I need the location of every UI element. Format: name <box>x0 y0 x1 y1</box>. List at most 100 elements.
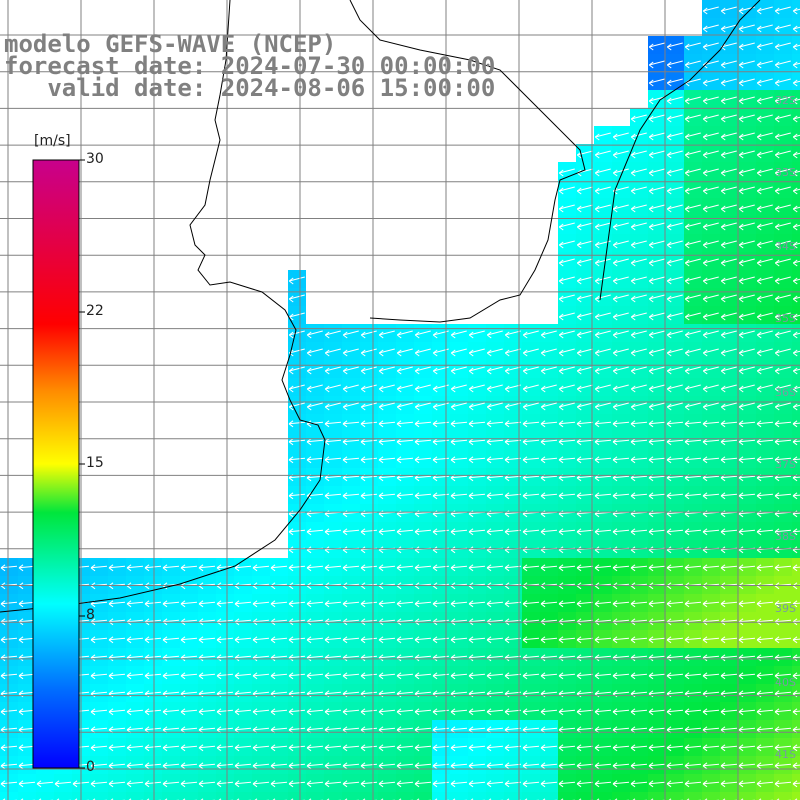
wind-arrow <box>684 438 702 446</box>
wind-arrow <box>342 402 359 411</box>
wind-arrow <box>684 330 701 339</box>
wind-speed-cell <box>684 792 702 800</box>
wind-arrow <box>486 438 504 446</box>
wind-speed-cell <box>288 792 306 800</box>
wind-arrow <box>144 744 162 752</box>
wind-arrow <box>252 708 270 716</box>
wind-arrow <box>756 438 774 446</box>
wind-arrow <box>612 744 630 752</box>
wind-arrow <box>540 420 558 428</box>
wind-arrow <box>324 456 342 464</box>
wind-arrow <box>126 762 144 770</box>
wind-arrow <box>306 456 324 464</box>
wind-arrow <box>342 330 359 339</box>
wind-arrow <box>792 313 800 321</box>
wind-arrow <box>306 564 324 572</box>
wind-arrow <box>180 636 198 644</box>
wind-arrow <box>558 276 575 285</box>
wind-arrow <box>612 600 630 608</box>
wind-arrow <box>612 312 629 321</box>
wind-arrow <box>774 600 792 608</box>
wind-arrow <box>792 25 800 33</box>
wind-arrow <box>792 151 800 159</box>
wind-arrow <box>576 636 594 644</box>
wind-arrow <box>648 780 666 788</box>
wind-arrow <box>758 798 773 800</box>
wind-arrow <box>450 636 468 644</box>
wind-arrow <box>396 636 414 644</box>
wind-arrow <box>198 708 216 716</box>
wind-arrow <box>324 636 342 644</box>
wind-arrow <box>540 384 557 393</box>
wind-arrow <box>630 240 647 249</box>
wind-arrow <box>594 384 611 393</box>
wind-arrow <box>648 348 665 357</box>
wind-arrow <box>0 708 18 716</box>
wind-speed-cell <box>666 792 684 800</box>
wind-arrow <box>558 330 575 339</box>
wind-arrow <box>774 456 792 464</box>
wind-arrow <box>558 528 576 536</box>
wind-arrow <box>360 420 378 428</box>
wind-arrow <box>342 384 359 393</box>
wind-arrow <box>720 672 738 680</box>
wind-arrow <box>470 798 485 800</box>
wind-arrow <box>342 456 360 464</box>
wind-arrow <box>558 438 576 446</box>
wind-arrow <box>324 402 341 411</box>
wind-arrow <box>182 798 197 800</box>
wind-arrow <box>648 420 666 428</box>
wind-arrow <box>396 456 414 464</box>
wind-arrow <box>540 672 558 680</box>
wind-arrow <box>198 672 216 680</box>
wind-arrow <box>506 798 521 800</box>
wind-arrow <box>162 600 180 608</box>
wind-arrow <box>20 798 35 800</box>
wind-arrow <box>558 708 576 716</box>
wind-arrow <box>540 438 558 446</box>
wind-arrow <box>486 384 503 393</box>
wind-arrow <box>234 744 252 752</box>
wind-arrow <box>720 78 737 87</box>
wind-arrow <box>198 600 216 608</box>
wind-arrow <box>756 132 773 141</box>
wind-arrow <box>378 762 396 770</box>
wind-arrow <box>144 636 162 644</box>
wind-arrow <box>558 600 576 608</box>
wind-arrow <box>702 762 720 770</box>
wind-arrow <box>378 672 396 680</box>
wind-arrow <box>288 312 305 321</box>
wind-arrow <box>306 708 324 716</box>
wind-arrow <box>648 78 665 87</box>
wind-arrow <box>612 294 629 303</box>
wind-arrow <box>270 600 288 608</box>
wind-arrow <box>450 744 468 752</box>
wind-arrow <box>326 798 341 800</box>
wind-arrow <box>522 420 540 428</box>
wind-arrow <box>576 312 593 321</box>
wind-arrow <box>468 438 486 446</box>
wind-speed-cell <box>18 792 36 800</box>
wind-arrow <box>702 150 719 159</box>
wind-arrow <box>468 456 486 464</box>
wind-arrow <box>342 528 360 536</box>
wind-arrow <box>614 798 629 800</box>
wind-arrow <box>720 438 738 446</box>
wind-arrow <box>756 456 774 464</box>
wind-arrow <box>738 762 756 770</box>
wind-arrow <box>414 708 432 716</box>
wind-arrow <box>576 348 593 357</box>
wind-arrow <box>360 528 378 536</box>
colorbar-tick-30: 30 <box>86 151 104 167</box>
wind-arrow <box>414 366 431 375</box>
wind-arrow <box>774 528 792 536</box>
wind-arrow <box>524 798 539 800</box>
wind-arrow <box>324 762 342 770</box>
wind-arrow <box>108 672 126 680</box>
wind-arrow <box>666 276 683 285</box>
wind-arrow <box>306 330 323 339</box>
wind-arrow <box>666 366 683 375</box>
wind-speed-cell <box>144 792 162 800</box>
wind-arrow <box>468 348 485 357</box>
wind-speed-cell <box>738 792 756 800</box>
